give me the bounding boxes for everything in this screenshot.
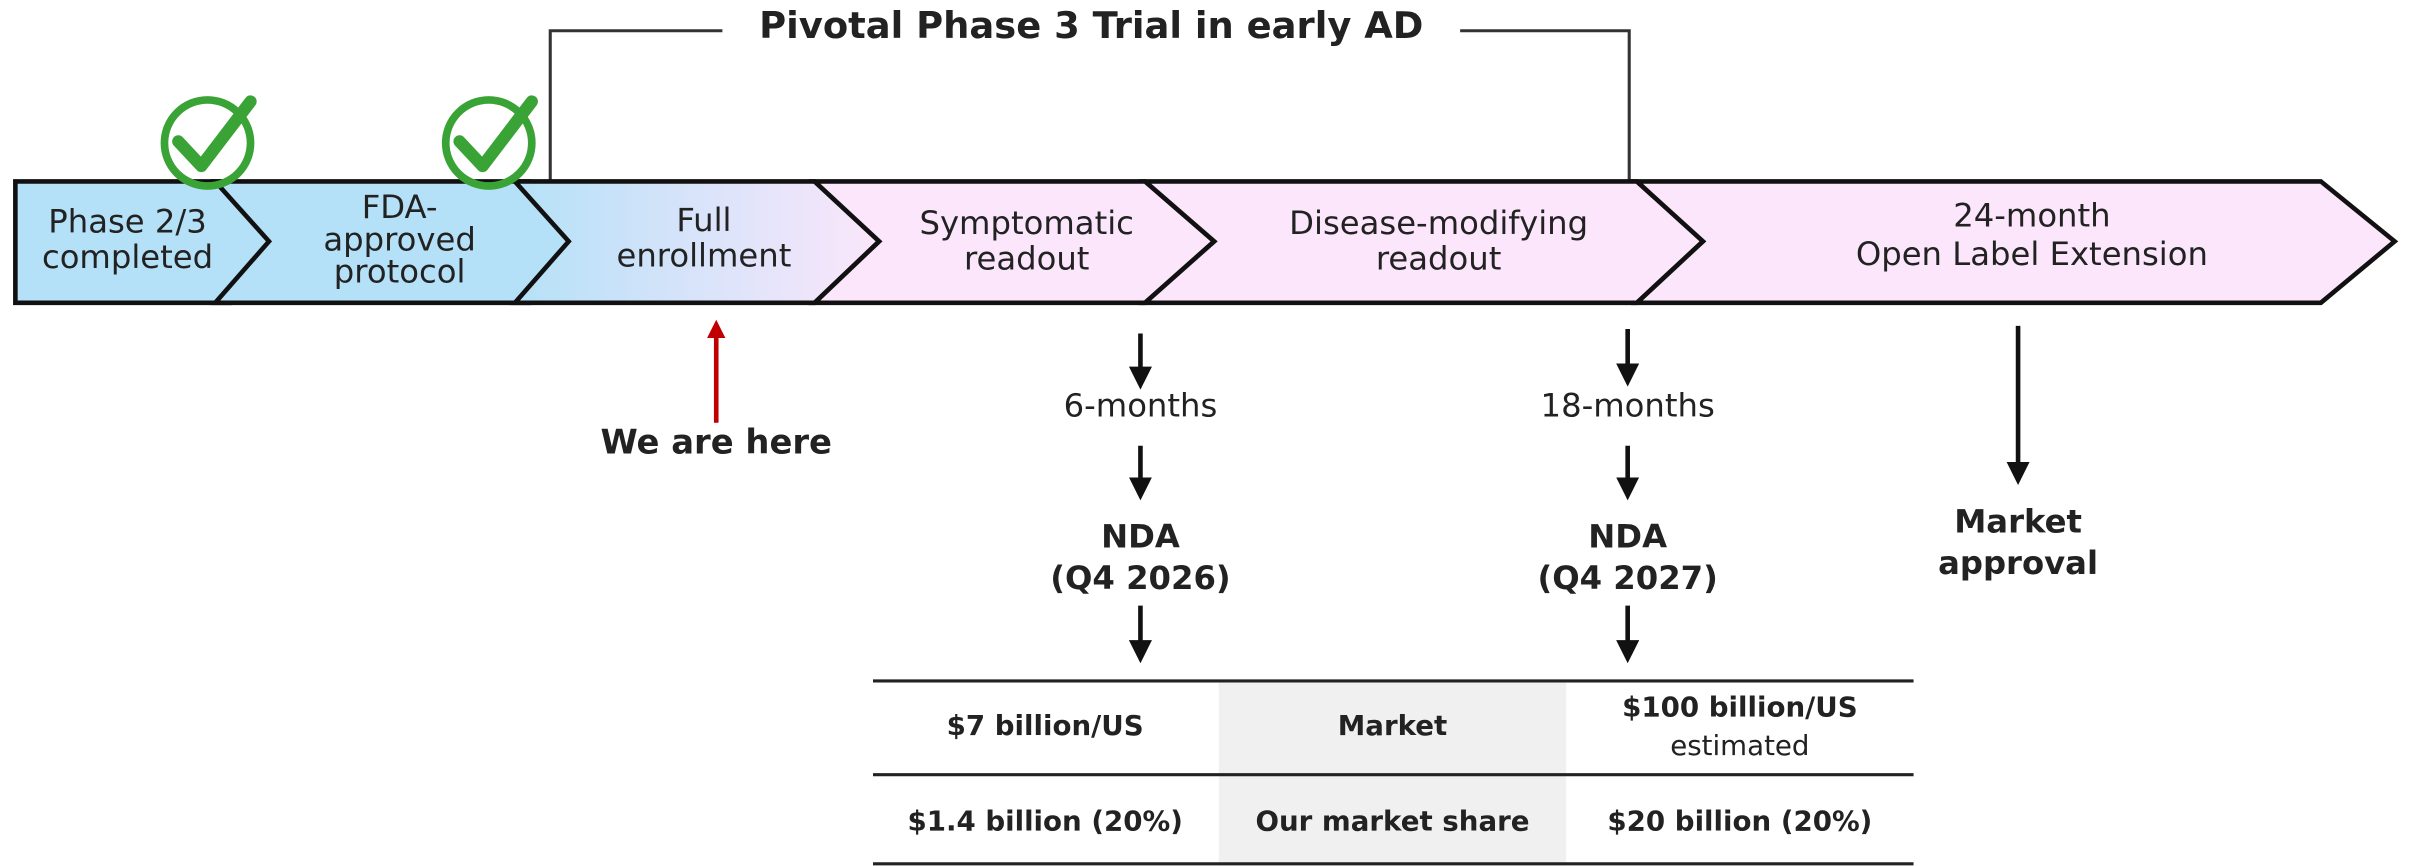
table-cell: Our market share: [1255, 804, 1529, 837]
bracket: [548, 29, 1631, 180]
stage-label: FDA-: [362, 188, 438, 226]
table-cell: $1.4 billion (20%): [907, 804, 1182, 837]
table-lines: [873, 679, 1914, 866]
table-cell: Market: [1338, 709, 1447, 742]
event-label: NDA: [1101, 518, 1180, 556]
table-cell: $100 billion/US: [1622, 691, 1857, 724]
title: Pivotal Phase 3 Trial in early AD: [759, 4, 1423, 47]
stage-label: readout: [964, 240, 1090, 278]
stage-label: Phase 2/3: [48, 203, 207, 241]
table-note: estimated: [1670, 729, 1809, 762]
chevron: [1630, 179, 2399, 306]
marker-label: We are here: [600, 423, 832, 462]
event-label: (Q4 2026): [1050, 559, 1230, 597]
stage-label: Symptomatic: [919, 204, 1133, 242]
check-icon: [441, 95, 538, 190]
interval-label: 18-months: [1541, 386, 1715, 424]
stage-label: 24-month: [1953, 197, 2110, 235]
stage-label: Disease-modifying: [1289, 204, 1588, 242]
event-label: Market: [1954, 502, 2082, 540]
arrows: [1128, 325, 2030, 664]
timeline: [13, 179, 2399, 306]
table-cell: $20 billion (20%): [1607, 804, 1872, 837]
stage-label: readout: [1376, 240, 1502, 278]
stage-label: approved: [323, 220, 475, 258]
stage-label: completed: [42, 238, 213, 276]
table-cell: $7 billion/US: [947, 709, 1144, 742]
stage-label: enrollment: [616, 236, 791, 274]
stage-label: protocol: [334, 253, 466, 291]
event-label: NDA: [1588, 518, 1667, 556]
check-icon: [160, 95, 257, 190]
stage-label: Full: [676, 201, 731, 239]
event-label: (Q4 2027): [1537, 559, 1717, 597]
stage-label: Open Label Extension: [1856, 235, 2208, 273]
event-label: approval: [1938, 544, 2098, 582]
interval-label: 6-months: [1064, 386, 1218, 424]
